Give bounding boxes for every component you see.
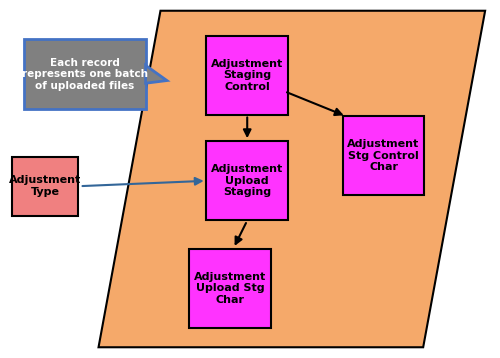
FancyBboxPatch shape — [206, 141, 288, 220]
FancyBboxPatch shape — [24, 39, 146, 109]
FancyBboxPatch shape — [12, 157, 78, 216]
Text: Adjustment
Upload Stg
Char: Adjustment Upload Stg Char — [194, 272, 266, 305]
Text: Adjustment
Type: Adjustment Type — [9, 175, 81, 197]
FancyBboxPatch shape — [342, 116, 424, 195]
Polygon shape — [146, 66, 167, 83]
Text: Adjustment
Upload
Staging: Adjustment Upload Staging — [211, 164, 284, 197]
Polygon shape — [98, 11, 485, 347]
Text: Each record
represents one batch
of uploaded files: Each record represents one batch of uplo… — [22, 58, 148, 91]
FancyBboxPatch shape — [189, 249, 271, 328]
FancyBboxPatch shape — [206, 36, 288, 115]
Text: Adjustment
Stg Control
Char: Adjustment Stg Control Char — [348, 139, 420, 172]
Text: Adjustment
Staging
Control: Adjustment Staging Control — [211, 59, 284, 92]
